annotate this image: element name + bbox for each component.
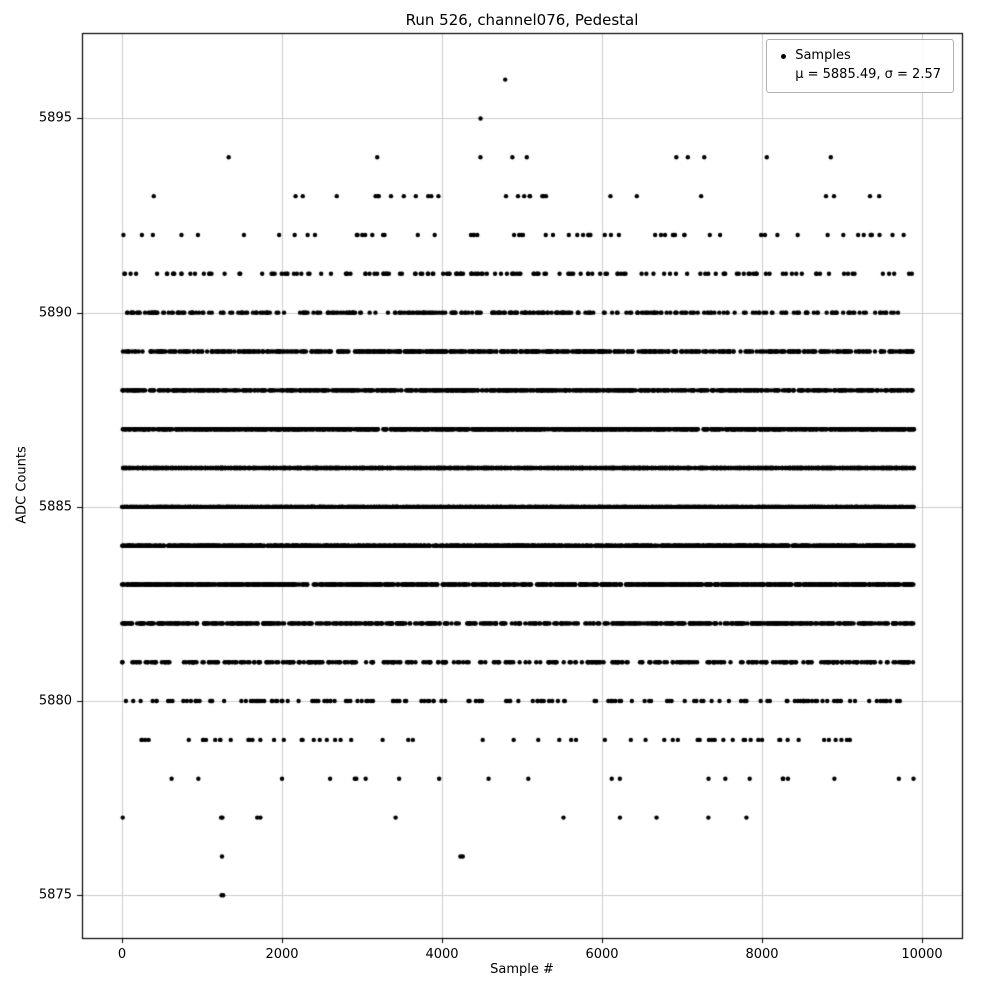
y-tick-label: 5885 <box>38 499 72 515</box>
legend: Samples μ = 5885.49, σ = 2.57 <box>766 39 954 93</box>
legend-label: Samples <box>795 48 851 63</box>
y-tick-label: 5895 <box>38 110 72 126</box>
x-tick-label: 8000 <box>745 947 779 962</box>
x-tick-label: 6000 <box>585 947 619 962</box>
y-tick-label: 5875 <box>38 887 72 903</box>
x-tick-label: 0 <box>117 947 127 962</box>
y-tick-label: 5890 <box>38 305 72 321</box>
legend-entry: Samples <box>777 47 941 66</box>
sample-marker-icon <box>781 53 787 59</box>
x-tick-label: 4000 <box>425 947 459 962</box>
legend-stats: μ = 5885.49, σ = 2.57 <box>795 66 941 82</box>
x-tick-label: 2000 <box>265 947 299 962</box>
y-tick-label: 5880 <box>38 693 72 709</box>
figure-title: Run 526, channel076, Pedestal <box>405 11 639 29</box>
x-tick-label: 10000 <box>901 947 943 962</box>
x-axis-label: Sample # <box>490 962 554 977</box>
y-axis-label: ADC Counts <box>14 446 30 524</box>
